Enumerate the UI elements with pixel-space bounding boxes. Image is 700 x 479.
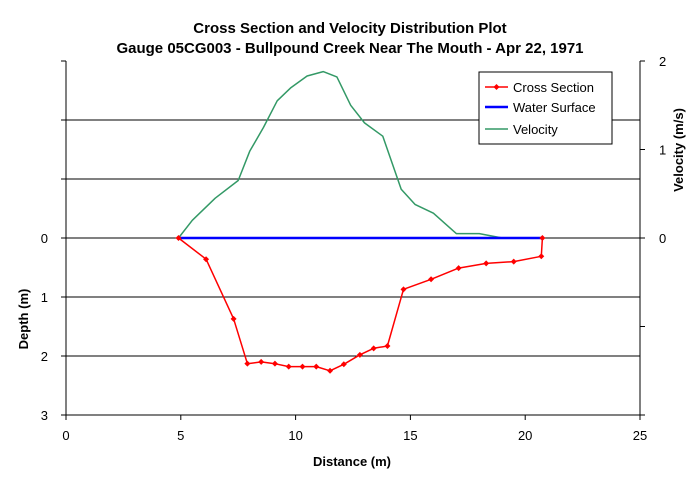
data-point-cross-section [538,253,545,260]
legend: Cross Section Water Surface Velocity [478,71,613,145]
data-point-cross-section [539,235,546,241]
data-point-cross-section [313,363,320,370]
series-line-velocity [177,70,543,239]
data-point-cross-section [299,363,306,370]
x-axis-title: Distance (m) [313,454,391,469]
y2-axis-ticks: 2 1 0 [640,54,666,416]
data-point-cross-section [203,256,210,263]
x-tick-label: 15 [403,428,417,443]
y-axis-title: Depth (m) [16,289,31,350]
legend-label-cross-section: Cross Section [513,80,594,95]
data-point-cross-section [510,258,517,265]
series-layer [175,70,546,374]
data-point-cross-section [327,367,334,374]
y-tick-label: 1 [41,290,48,305]
y-tick-label: 3 [41,408,48,423]
data-point-cross-section [384,342,391,349]
x-tick-label: 10 [288,428,302,443]
data-point-cross-section [483,260,490,267]
y2-tick-label: 0 [659,231,666,246]
x-tick-label: 20 [518,428,532,443]
chart-title: Cross Section and Velocity Distribution … [193,20,506,37]
data-point-cross-section [455,265,462,272]
x-tick-label: 25 [633,428,647,443]
data-point-cross-section [370,345,377,352]
data-point-cross-section [258,358,265,365]
y2-tick-label: 1 [659,143,666,158]
chart-subtitle: Gauge 05CG003 - Bullpound Creek Near The… [116,40,583,57]
data-point-cross-section [175,235,182,241]
series-line-cross-section [178,237,544,372]
data-point-cross-section [244,360,251,367]
legend-label-velocity: Velocity [513,122,558,137]
legend-label-water-surface: Water Surface [513,100,596,115]
legend-item-water-surface: Water Surface [485,100,596,115]
data-point-cross-section [356,351,363,358]
data-point-cross-section [285,363,292,370]
y-axis-ticks: 0 1 2 3 [41,60,66,423]
x-tick-label: 0 [62,428,69,443]
legend-item-velocity: Velocity [485,122,558,137]
y2-axis-title: Velocity (m/s) [671,108,686,192]
data-point-cross-section [230,315,237,322]
x-axis-ticks: 0 5 10 15 20 25 [62,415,647,443]
y2-tick-label: 2 [659,54,666,69]
data-point-cross-section [271,360,278,367]
y-tick-label: 0 [41,231,48,246]
data-point-cross-section [340,361,347,368]
y-tick-label: 2 [41,349,48,364]
x-tick-label: 5 [177,428,184,443]
legend-item-cross-section: Cross Section [485,80,594,95]
legend-diamond-marker [493,84,500,90]
data-point-cross-section [428,276,435,283]
data-point-cross-section [400,286,407,293]
